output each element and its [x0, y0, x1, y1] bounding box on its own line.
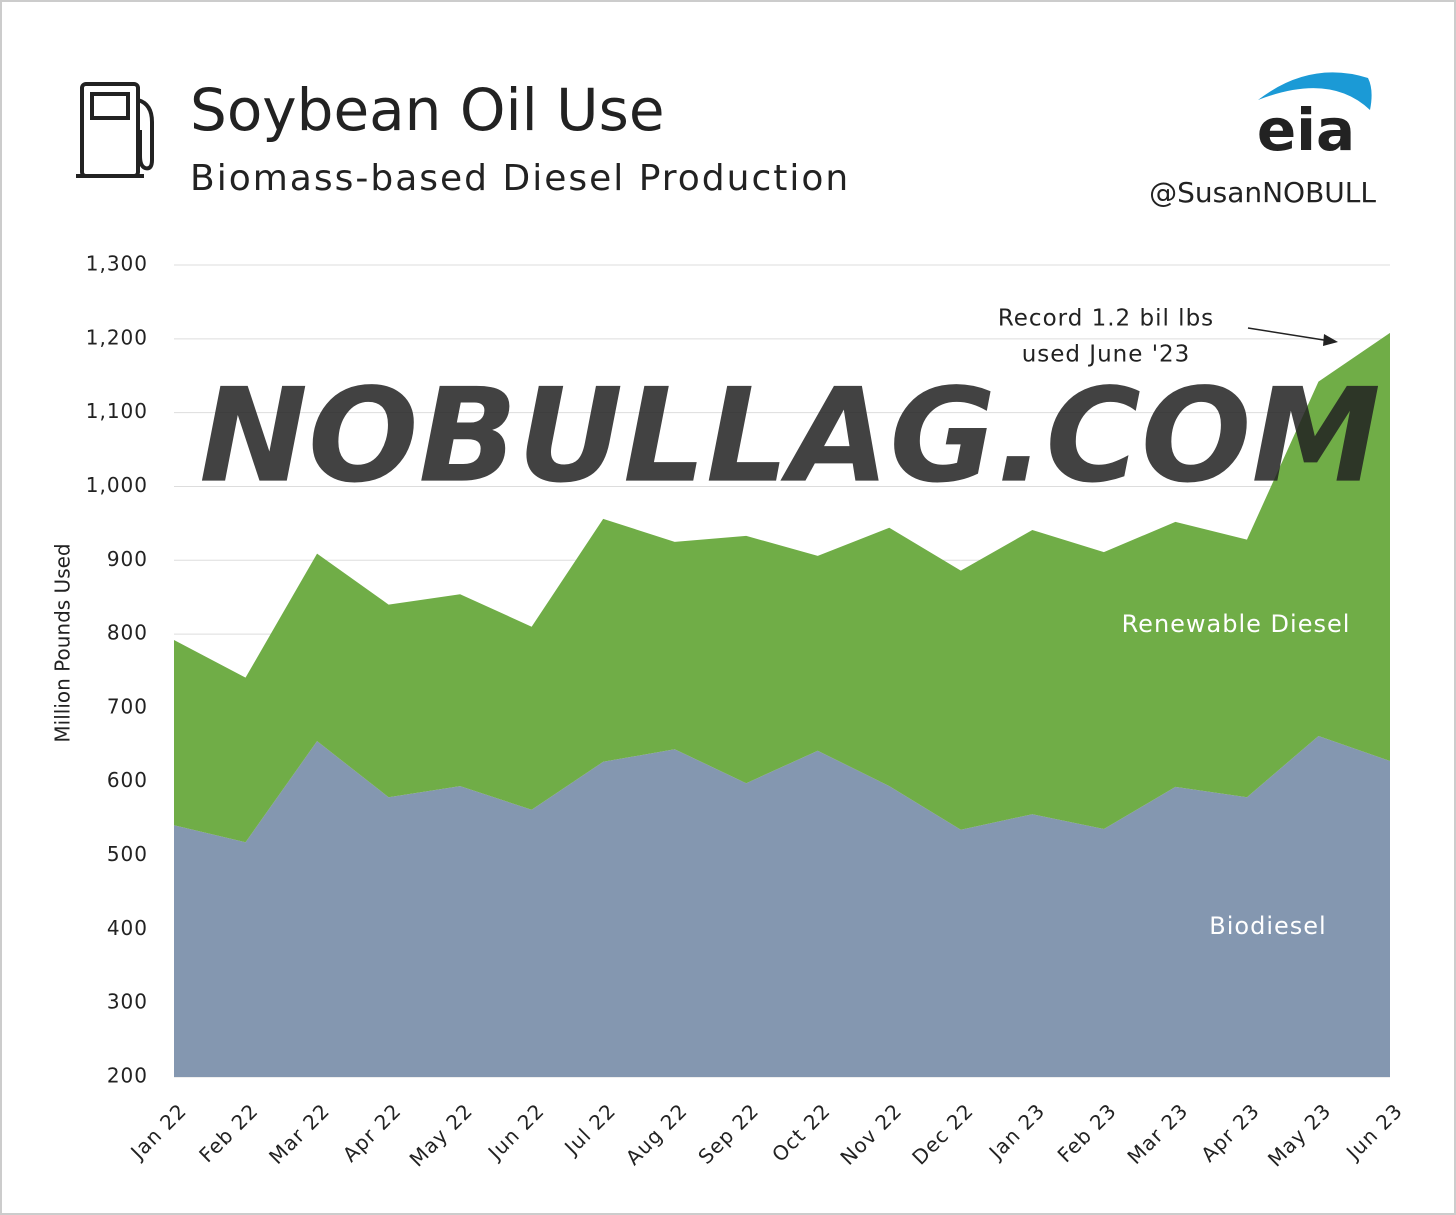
area [174, 735, 1390, 1077]
y-tick-label: 1,000 [86, 473, 148, 497]
y-tick-label: 700 [107, 694, 148, 718]
annotation: used June '23 [1022, 342, 1191, 368]
annotation: Record 1.2 bil lbs [998, 306, 1214, 332]
annotation-arrow [1247, 327, 1331, 342]
series-label: Biodiesel [1209, 912, 1326, 940]
y-tick-label: 900 [107, 547, 148, 571]
series-label: Renewable Diesel [1122, 610, 1351, 638]
chart-subtitle: Biomass-based Diesel Production [190, 158, 850, 199]
handle: @SusanNOBULL [1149, 176, 1376, 209]
area [174, 332, 1390, 843]
y-tick-label: 300 [107, 990, 148, 1014]
y-tick-label: 800 [107, 621, 148, 645]
pump-icon [76, 82, 154, 178]
y-tick-label: 200 [107, 1064, 148, 1088]
y-tick-label: 1,100 [86, 399, 148, 423]
y-axis-label: Million Pounds Used [51, 543, 75, 742]
arrow-head [1323, 334, 1338, 346]
chart-title: Soybean Oil Use [190, 76, 665, 144]
logo-arc [1258, 72, 1372, 110]
y-tick-label: 1,300 [86, 252, 148, 276]
y-tick-label: 500 [107, 842, 148, 866]
watermark: NOBULLAG.COM [199, 360, 1381, 512]
y-tick-label: 1,200 [86, 325, 148, 349]
y-tick-label: 400 [107, 916, 148, 940]
y-tick-label: 600 [107, 768, 148, 792]
logo: eia [1257, 96, 1355, 164]
